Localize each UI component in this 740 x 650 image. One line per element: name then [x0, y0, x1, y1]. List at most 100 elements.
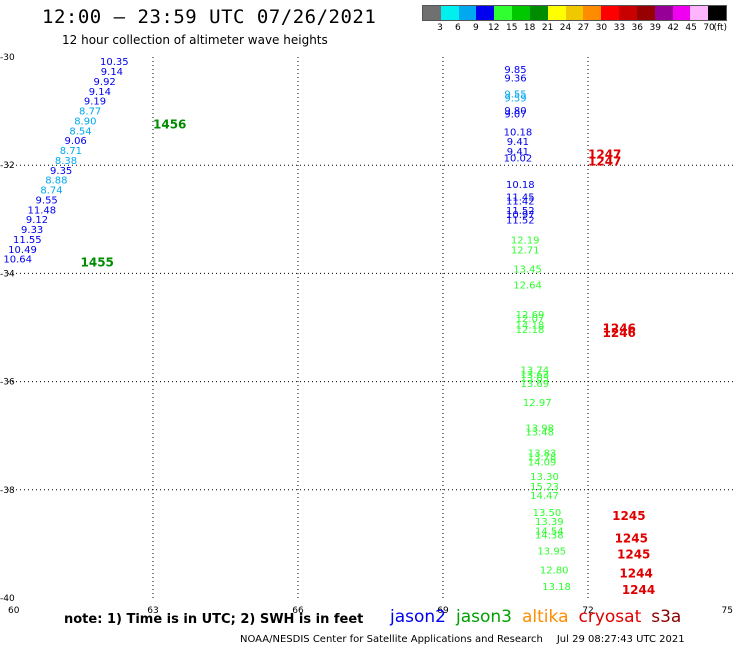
x-tick-label: 60 [8, 606, 20, 616]
satellite-jason2: jason2 [390, 607, 446, 627]
satellite-s3a: s3a [651, 607, 682, 627]
wave-height-label: 11.55 [13, 235, 42, 246]
wave-height-label: 13.98 [525, 423, 554, 434]
wave-height-label: 13.45 [513, 264, 542, 275]
color-swatch [672, 6, 691, 20]
color-swatch [619, 6, 637, 20]
color-scale-label: 3 [437, 23, 443, 33]
pass-time-label: 1455 [81, 256, 114, 270]
color-scale-label: 9 [472, 23, 479, 33]
wave-height-label: 11.45 [506, 192, 535, 203]
wave-height-label: 14.18 [516, 321, 545, 332]
wave-height-label: 9.80 [504, 106, 526, 117]
wave-height-label: 12.07 [516, 314, 545, 325]
wave-height-label: 9.06 [65, 136, 87, 147]
agency-credit: NOAA/NESDIS Center for Satellite Applica… [240, 634, 543, 645]
color-scale-labels: 3 6 9 12 15 18 21 24 27 30 33 36 39 42 45 70 (ft) [422, 21, 727, 33]
wave-height-label: 8.54 [69, 126, 91, 137]
color-swatch [458, 6, 477, 20]
wave-height-label: 8.38 [55, 156, 77, 167]
color-swatch [512, 6, 530, 20]
wave-height-label: 12.71 [511, 245, 540, 256]
y-tick-label: -30 [0, 53, 15, 63]
color-scale-label: 6 [455, 23, 461, 33]
wave-height-label: 9.14 [101, 67, 123, 78]
satellite-jason3: jason3 [456, 607, 512, 627]
color-scale-label: 27 [577, 23, 590, 33]
wave-height-label: 9.36 [504, 73, 526, 84]
color-scale-label: 18 [523, 23, 536, 33]
color-swatch [708, 6, 727, 20]
x-tick-label: 69 [437, 606, 449, 616]
wave-height-label: 11.52 [506, 206, 535, 217]
wave-height-label: 13.69 [521, 379, 550, 390]
pass-time-label: 1244 [619, 567, 652, 581]
wave-height-label: 13.83 [528, 448, 557, 459]
wave-height-label: 10.64 [3, 255, 32, 266]
wave-height-label: 13.48 [525, 428, 554, 439]
color-scale-label: 24 [559, 23, 572, 33]
y-tick-label: -40 [0, 594, 15, 604]
wave-height-label: 13.74 [521, 365, 550, 376]
wave-height-label: 9.55 [36, 196, 58, 207]
wave-height-label: 10.18 [504, 127, 533, 138]
color-scale-unit: (ft) [713, 23, 727, 33]
pass-time-label: 1246 [603, 326, 636, 340]
color-swatch [583, 6, 602, 20]
x-tick-label: 72 [582, 606, 593, 616]
wave-height-label: 13.78 [528, 453, 557, 464]
pass-time-label: 1247 [588, 154, 621, 168]
color-swatch [440, 6, 459, 20]
wave-height-label: 9.14 [89, 87, 111, 98]
y-tick-label: -34 [0, 269, 15, 279]
pass-time-label: 1245 [612, 509, 645, 523]
x-tick-label: 66 [292, 606, 304, 616]
color-swatch [565, 6, 584, 20]
wave-height-label: 9.55 [504, 90, 526, 101]
wave-height-label: 14.47 [530, 491, 559, 502]
wave-height-label: 10.35 [100, 57, 129, 68]
color-swatch [494, 6, 513, 20]
wave-height-label: 9.33 [21, 225, 43, 236]
wave-height-label: 8.71 [60, 146, 82, 157]
color-swatch [423, 6, 441, 20]
wave-height-label: 13.50 [533, 508, 562, 519]
color-scale-label: 39 [649, 23, 661, 33]
wave-height-label: 8.90 [74, 117, 96, 128]
color-scale-label: 30 [595, 23, 608, 33]
color-swatch [654, 6, 673, 20]
color-scale-legend: 3 6 9 12 15 18 21 24 27 30 33 36 39 42 45 70 (ft) [422, 5, 727, 33]
color-swatch [636, 6, 655, 20]
color-scale-label: 12 [488, 23, 500, 33]
x-tick-label: 75 [722, 606, 733, 616]
color-scale-label: 36 [631, 23, 644, 33]
wave-height-label: 11.42 [506, 197, 535, 208]
wave-height-label: 8.88 [45, 176, 67, 187]
chart-title: 12:00 – 23:59 UTC 07/26/2021 [42, 6, 377, 28]
wave-height-label: 9.41 [507, 147, 529, 158]
wave-height-label: 9.92 [94, 77, 116, 88]
satellite-altika: altika [522, 607, 569, 627]
generated-timestamp: Jul 29 08:27:43 UTC 2021 [556, 634, 685, 645]
color-scale-label: 15 [505, 23, 518, 33]
y-tick-label: -36 [0, 378, 15, 388]
pass-time-label: 1245 [615, 531, 648, 545]
color-scale-swatches [422, 5, 727, 21]
wave-height-label: 11.52 [506, 216, 535, 227]
wave-height-label: 14.09 [528, 457, 557, 468]
satellite-cryosat: cryosat [578, 607, 642, 627]
wave-height-label: 9.59 [504, 93, 526, 104]
footer: NOAA/NESDIS Center for Satellite Applica… [240, 634, 685, 645]
color-swatch [547, 6, 566, 20]
units-note: note: 1) Time is in UTC; 2) SWH is in fe… [64, 612, 364, 627]
wave-height-label: 15.23 [530, 482, 559, 493]
color-scale-label: 21 [541, 23, 554, 33]
color-scale-label: 33 [613, 23, 626, 33]
wave-height-label: 13.65 [521, 374, 550, 385]
wave-height-label: 13.39 [535, 517, 564, 528]
wave-height-label: 9.07 [504, 110, 526, 121]
wave-height-label: 12.69 [516, 310, 545, 321]
color-scale-label: 42 [667, 23, 679, 33]
wave-height-label: 9.85 [504, 65, 526, 76]
wave-height-label: 10.18 [506, 180, 535, 191]
